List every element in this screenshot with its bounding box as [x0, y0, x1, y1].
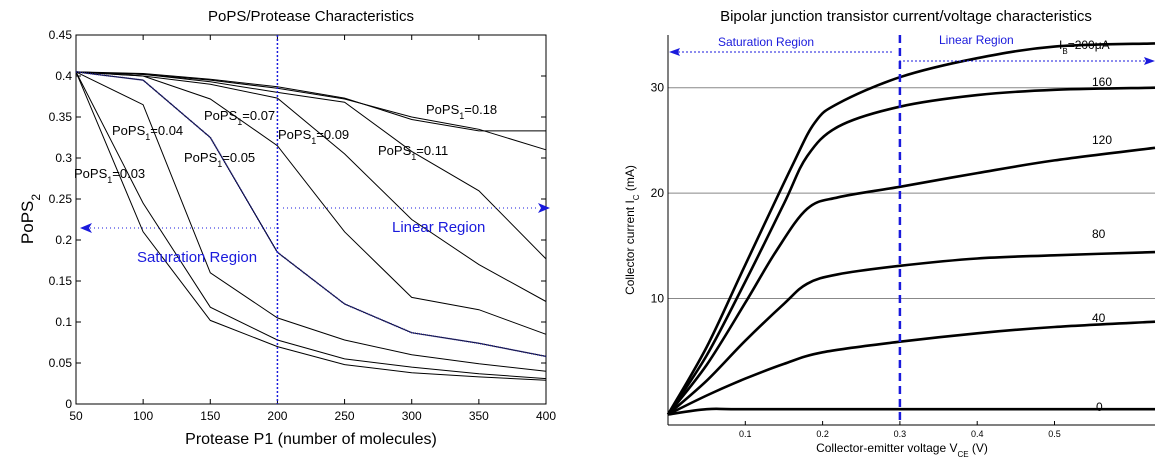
bjt-chart: Bipolar junction transistor current/volt… — [623, 8, 1156, 457]
pops-y-ticks: 0 0.05 0.1 0.15 0.2 0.25 0.3 0.35 0.4 0.45 — [49, 28, 546, 411]
pops1-label-0.18: PoPS1=0.18 — [426, 102, 497, 121]
bjt-linear-region-label: Linear Region — [939, 33, 1014, 47]
bjt-curve-120 — [666, 146, 1156, 416]
pops-x-tick-label: 250 — [335, 409, 355, 423]
bjt-x-tick-label: 0.4 — [971, 429, 984, 439]
pops-x-tick-label: 300 — [402, 409, 422, 423]
pops-x-axis-label: Protease P1 (number of molecules) — [185, 431, 437, 448]
bjt-curve-80 — [667, 250, 1156, 416]
pops1-label-0.04: PoPS1=0.04 — [112, 123, 183, 142]
pops-curves — [75, 71, 547, 381]
pops-linear-region-label: Linear Region — [392, 219, 485, 236]
pops-y-tick-label: 0.3 — [55, 151, 72, 165]
pops-curve-3 — [75, 71, 547, 372]
pops-chart-title: PoPS/Protease Characteristics — [208, 8, 414, 25]
bjt-saturation-arrowhead — [669, 48, 680, 56]
pops-plot-frame — [75, 34, 547, 405]
pops-curve-5 — [75, 71, 547, 335]
bjt-curve-40 — [667, 320, 1156, 416]
bjt-label-160: 160 — [1092, 75, 1112, 89]
bjt-label-ib-200: IB=200μA — [1059, 38, 1110, 56]
bjt-y-tick-label: 10 — [651, 292, 665, 306]
pops-y-tick-label: 0 — [65, 397, 72, 411]
bjt-linear-arrowhead — [1144, 57, 1155, 65]
bjt-y-tick-label: 20 — [651, 186, 665, 200]
pops-x-tick-label: 150 — [200, 409, 220, 423]
pops-curve-9 — [75, 71, 546, 132]
bjt-curve-0 — [667, 407, 1156, 416]
bjt-label-80: 80 — [1092, 227, 1106, 241]
bjt-y-tick-label: 30 — [651, 81, 665, 95]
pops-x-tick-label: 400 — [536, 409, 556, 423]
pops-curve-6 — [75, 71, 547, 302]
bjt-label-0: 0 — [1096, 400, 1103, 414]
pops1-label-0.03: PoPS1=0.03 — [74, 166, 145, 185]
bjt-x-tick-label: 0.2 — [816, 429, 829, 439]
pops-linear-arrowhead — [538, 203, 550, 213]
pops-saturation-arrowhead — [80, 223, 92, 233]
pops-saturation-region-label: Saturation Region — [137, 249, 257, 266]
bjt-gridlines — [668, 87, 1155, 300]
bjt-curves — [666, 42, 1156, 416]
bjt-x-tick-label: 0.3 — [894, 429, 907, 439]
pops-y-tick-label: 0.4 — [55, 69, 72, 83]
pops1-label-0.09: PoPS1=0.09 — [278, 127, 349, 146]
pops-curve-8 — [75, 71, 547, 151]
pops-chart: PoPS/Protease Characteristics 50 100 150 20… — [18, 8, 556, 448]
bjt-y-axis-label: Collector current IC (mA) — [623, 165, 641, 295]
bjt-y-ticks: 10 20 30 — [651, 81, 665, 306]
bjt-chart-title: Bipolar junction transistor current/volt… — [720, 8, 1092, 25]
pops-y-tick-label: 0.25 — [49, 192, 73, 206]
pops-y-tick-label: 0.35 — [49, 110, 73, 124]
pops-x-tick-label: 350 — [469, 409, 489, 423]
pops-y-tick-label: 0.15 — [49, 274, 73, 288]
pops1-label-0.07: PoPS1=0.07 — [204, 108, 275, 127]
bjt-curve-I-B-200-A — [666, 42, 1156, 416]
pops-y-tick-label: 0.45 — [49, 28, 73, 42]
bjt-x-ticks: 0.1 0.2 0.3 0.4 0.5 — [739, 421, 1061, 439]
bjt-x-tick-label: 0.1 — [739, 429, 752, 439]
bjt-curve-160 — [666, 86, 1156, 416]
pops-y-tick-label: 0.05 — [49, 356, 73, 370]
pops1-label-0.05: PoPS1=0.05 — [184, 150, 255, 169]
bjt-label-120: 120 — [1092, 133, 1112, 147]
pops-y-tick-label: 0.1 — [55, 315, 72, 329]
bjt-label-40: 40 — [1092, 311, 1106, 325]
pops-x-tick-label: 50 — [69, 409, 83, 423]
pops-y-tick-label: 0.2 — [55, 233, 72, 247]
pops-x-tick-label: 200 — [267, 409, 287, 423]
pops-curve-highlight — [75, 71, 547, 358]
pops-x-tick-label: 100 — [133, 409, 153, 423]
pops-curve-2 — [75, 71, 547, 380]
pops-y-axis-label: PoPS2 — [18, 194, 43, 244]
bjt-saturation-region-label: Saturation Region — [718, 35, 814, 49]
bjt-x-tick-label: 0.5 — [1048, 429, 1061, 439]
bjt-x-axis-label: Collector-emitter voltage VCE (V) — [816, 441, 988, 457]
pops-curve-1 — [75, 71, 547, 381]
pops1-label-0.11: PoPS1=0.11 — [378, 143, 448, 162]
